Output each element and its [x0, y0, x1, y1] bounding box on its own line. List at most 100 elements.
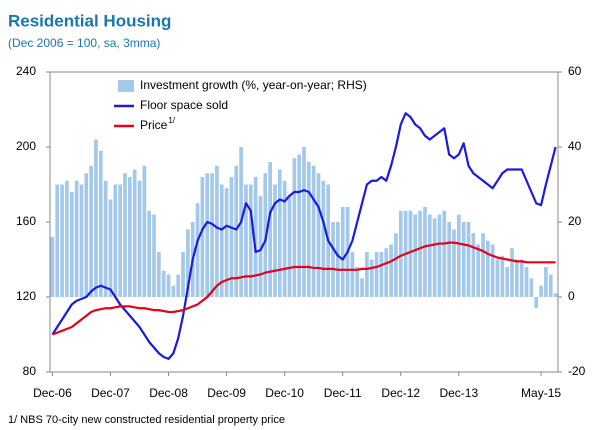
bar: [476, 244, 481, 297]
bar: [113, 184, 118, 297]
bar: [340, 207, 345, 297]
bar: [486, 240, 490, 297]
bar: [268, 162, 272, 297]
bar: [277, 169, 282, 297]
chart-subtitle: (Dec 2006 = 100, sa, 3mma): [8, 36, 160, 50]
bar: [365, 252, 369, 297]
y-tick-label: 240: [16, 64, 36, 78]
bar: [350, 252, 355, 297]
bar: [60, 184, 64, 297]
y2-tick-label: 40: [568, 139, 582, 153]
bar: [379, 252, 384, 297]
y2-tick-label: -20: [568, 364, 586, 378]
plot-frame: [49, 71, 559, 373]
bar: [195, 203, 200, 297]
bar: [302, 147, 306, 297]
bar: [413, 214, 418, 297]
bar: [481, 233, 485, 297]
bar: [461, 222, 466, 297]
bar: [427, 214, 432, 297]
bar: [74, 180, 79, 297]
bar: [108, 199, 113, 297]
bar: [248, 184, 253, 297]
chart-title: Residential Housing: [8, 11, 171, 30]
bar: [224, 188, 229, 297]
bar: [89, 165, 93, 297]
y-tick-label: 80: [23, 364, 37, 378]
y2-tick-label: 20: [568, 214, 582, 228]
legend-label: Price: [140, 118, 168, 132]
x-tick-label: Dec-07: [91, 386, 130, 400]
bar: [519, 259, 524, 297]
x-tick-label: Dec-08: [149, 386, 188, 400]
bar: [137, 180, 142, 297]
legend-label: Investment growth (%, year-on-year; RHS): [140, 78, 367, 92]
x-tick-label: May-15: [521, 386, 561, 400]
bar: [200, 177, 205, 297]
bar: [176, 274, 181, 297]
bar: [98, 150, 103, 297]
bar: [215, 165, 219, 297]
bar: [84, 173, 89, 297]
bar: [123, 173, 127, 297]
bar: [171, 285, 176, 297]
bar: [534, 297, 539, 309]
x-tick-label: Dec-13: [439, 386, 478, 400]
x-tick-label: Dec-06: [33, 386, 72, 400]
bar: [432, 218, 437, 297]
bar: [118, 184, 122, 297]
line: [51, 112, 557, 360]
bar: [244, 184, 248, 297]
bar: [273, 184, 277, 297]
bar: [495, 259, 500, 297]
legend-swatch: [118, 80, 134, 92]
bar: [515, 259, 519, 297]
bar: [500, 255, 505, 297]
bar: [287, 195, 292, 297]
bar: [142, 165, 147, 297]
bar: [282, 180, 287, 297]
bar: [456, 214, 461, 297]
bar: [442, 210, 447, 297]
bar: [205, 173, 210, 297]
bar: [336, 222, 340, 297]
bar: [437, 214, 442, 297]
bar: [234, 165, 239, 297]
bar: [524, 267, 529, 297]
bar: [210, 173, 214, 297]
x-tick-label: Dec-10: [265, 386, 304, 400]
bar: [360, 278, 364, 297]
bar: [297, 154, 302, 297]
bar: [306, 162, 311, 297]
bar: [452, 229, 456, 297]
bar: [127, 177, 132, 297]
bar: [539, 285, 543, 297]
bar: [186, 229, 190, 297]
bar: [544, 267, 548, 297]
bar: [389, 244, 393, 297]
bar: [510, 248, 514, 297]
bar: [55, 184, 60, 297]
bar: [355, 267, 360, 297]
legend-label: Floor space sold: [140, 98, 228, 112]
bar: [132, 169, 137, 297]
bar: [384, 248, 389, 297]
bar: [394, 233, 398, 297]
bar: [69, 192, 74, 297]
footnote: 1/ NBS 70-city new constructed residenti…: [8, 414, 285, 426]
bar: [94, 139, 98, 297]
bar: [447, 222, 451, 297]
bar: [181, 252, 185, 297]
y2-tick-label: 0: [568, 289, 575, 303]
legend-note: 1/: [168, 116, 175, 125]
bar: [103, 180, 108, 297]
bar: [466, 222, 471, 297]
bar: [418, 210, 422, 297]
bar: [253, 177, 258, 297]
y-tick-label: 200: [16, 139, 36, 153]
bar: [161, 270, 166, 297]
bar: [369, 259, 374, 297]
bar: [529, 278, 534, 297]
bar: [331, 222, 335, 297]
